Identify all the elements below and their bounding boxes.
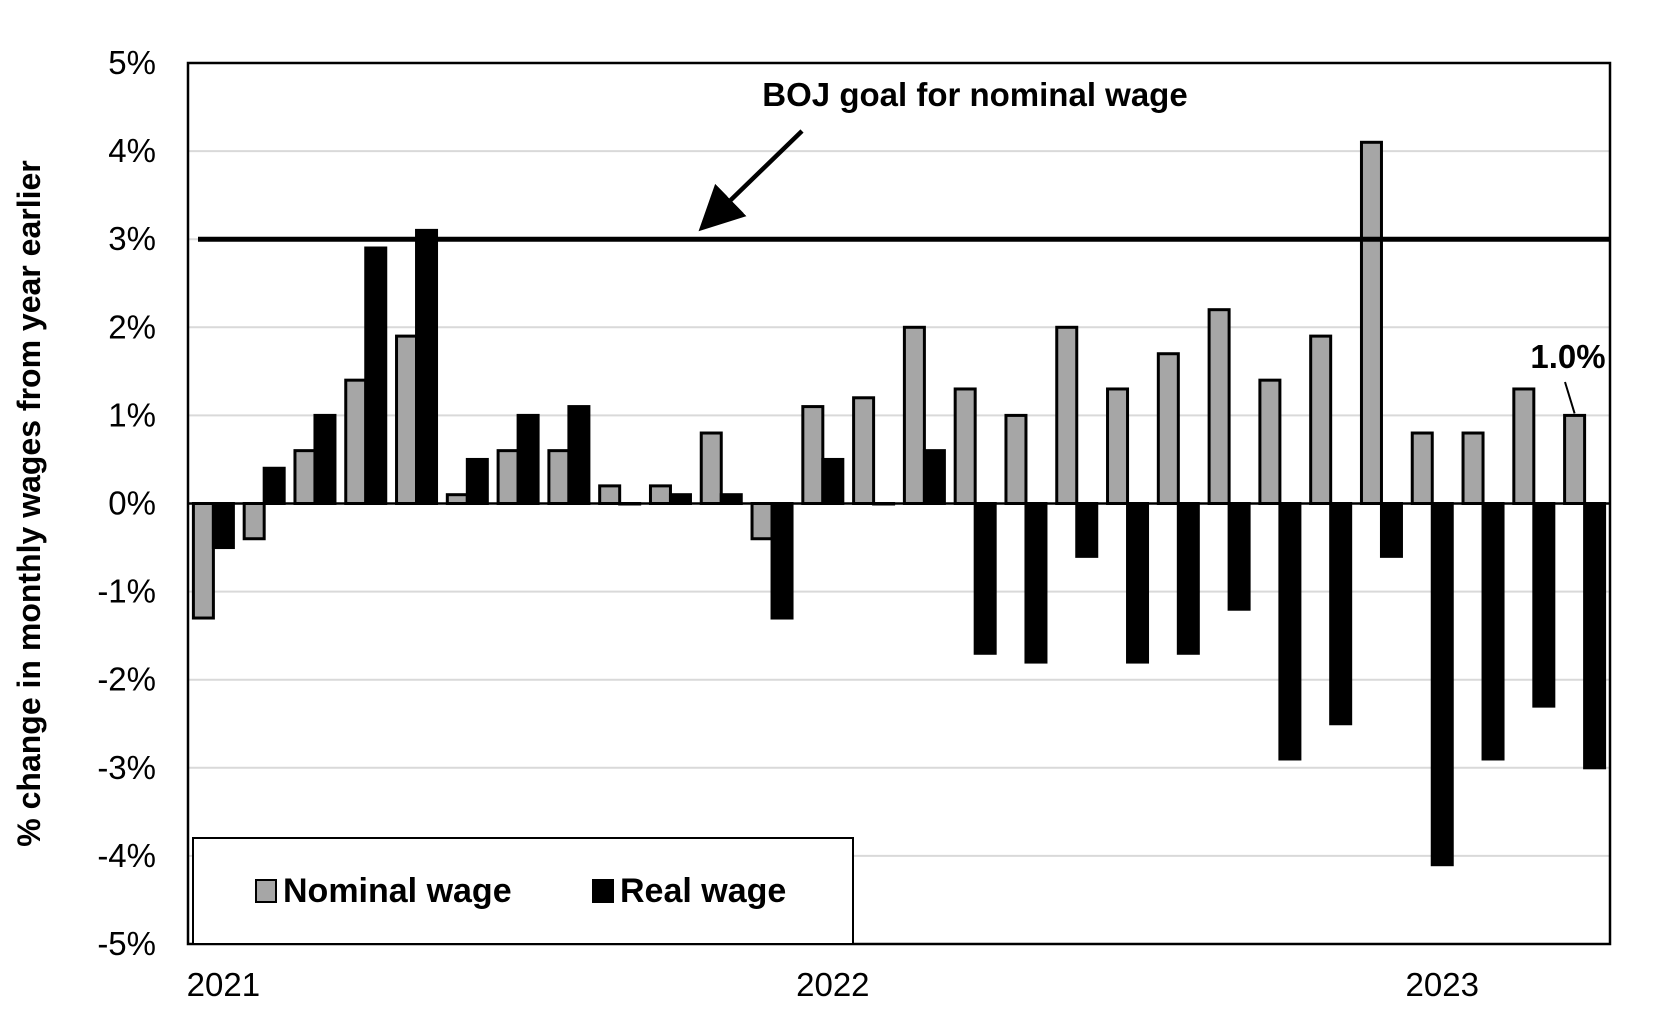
real-wage-bar [922,449,946,506]
real-wage-bar [364,246,388,505]
nominal-wage-bar [1004,413,1028,505]
real-wage-bar [1227,502,1251,611]
y-tick-label: 5% [108,44,156,81]
nominal-wage-bar [1512,387,1536,505]
real-wage-bar [1532,502,1556,708]
nominal-wage-bar [598,484,622,506]
y-tick-label: -2% [97,661,156,698]
legend-label-real: Real wage [620,872,786,910]
real-wage-bar [1481,502,1505,761]
real-wage-bar [1278,502,1302,761]
y-tick-label: 0% [108,485,156,522]
legend: Nominal wage Real wage [192,837,854,945]
real-wage-bar [1176,502,1200,655]
real-wage-bar [262,466,286,506]
legend-box [192,837,854,945]
nominal-wage-bar [344,378,368,505]
nominal-wage-bar [852,396,876,505]
y-tick-label: -1% [97,573,156,610]
last-value-callout: 1.0% [1530,338,1605,375]
y-tick-label: -5% [97,925,156,962]
nominal-wage-bar [1258,378,1282,505]
real-wage-bar [415,228,439,505]
y-tick-label: -4% [97,837,156,874]
real-wage-bar [1430,502,1454,867]
nominal-wage-bar [953,387,977,505]
y-tick-label: 3% [108,220,156,257]
y-tick-label: 2% [108,308,156,345]
x-tick-label: 2023 [1406,966,1479,1003]
nominal-wage-bar [699,431,723,505]
nominal-wage-bar [496,449,520,506]
nominal-wage-bar [395,334,419,505]
nominal-wage-bar [445,493,469,506]
nominal-wage-bar [801,405,825,505]
real-wage-bar [1583,502,1607,770]
nominal-wage-bar [1461,431,1485,505]
y-axis-title: % change in monthly wages from year earl… [11,160,47,846]
legend-swatch-real [592,879,614,903]
real-wage-bar [1379,502,1403,558]
real-wage-bar [1024,502,1048,664]
y-tick-label: 4% [108,132,156,169]
nominal-wage-bar [1055,325,1079,505]
real-wage-bar [821,457,845,506]
boj-goal-label: BOJ goal for nominal wage [762,76,1187,113]
boj-goal-arrow [698,129,804,232]
x-tick-label: 2022 [796,966,869,1003]
real-wage-bar [211,502,235,550]
real-wage-bar [719,493,743,506]
real-wage-bar [465,457,489,506]
legend-swatch-nominal [255,879,277,903]
real-wage-bar [1075,502,1099,558]
x-tick-label: 2021 [187,966,260,1003]
nominal-wage-bar [293,449,317,506]
callout-leader [1564,381,1576,414]
nominal-wage-bar [1156,352,1180,506]
real-wage-bar [668,493,692,506]
y-tick-label: -3% [97,749,156,786]
real-wage-bar [973,502,997,655]
nominal-wage-bar [1410,431,1434,505]
nominal-wage-bar [1106,387,1130,505]
nominal-wage-bar [1309,334,1333,505]
nominal-wage-bar [242,502,266,541]
real-wage-bar [313,413,337,505]
y-tick-label: 1% [108,396,156,433]
nominal-wage-bar [1207,308,1231,505]
nominal-wage-bar [547,449,571,506]
real-wage-bar [1126,502,1150,664]
real-wage-bar [770,502,794,620]
nominal-wage-bar [1359,140,1383,505]
annotations: BOJ goal for nominal wage 1.0% [198,76,1610,414]
plot-frame [186,61,1612,946]
nominal-wage-bar [750,502,774,541]
nominal-wage-bar [648,484,672,506]
nominal-wage-bar [902,325,926,505]
labels: 5% 4% 3% 2% 1% 0% -1% -2% -3% -4% -5% 2021 2022 2023%… [11,44,1479,1003]
real-wage-bar [567,405,591,505]
legend-label-nominal: Nominal wage [283,872,512,910]
axes [186,61,1612,946]
nominal-wage-bar [1563,413,1587,505]
real-wage-bar [1329,502,1353,726]
nominal-wage-bar [191,502,215,620]
real-wage-bar [516,413,540,505]
